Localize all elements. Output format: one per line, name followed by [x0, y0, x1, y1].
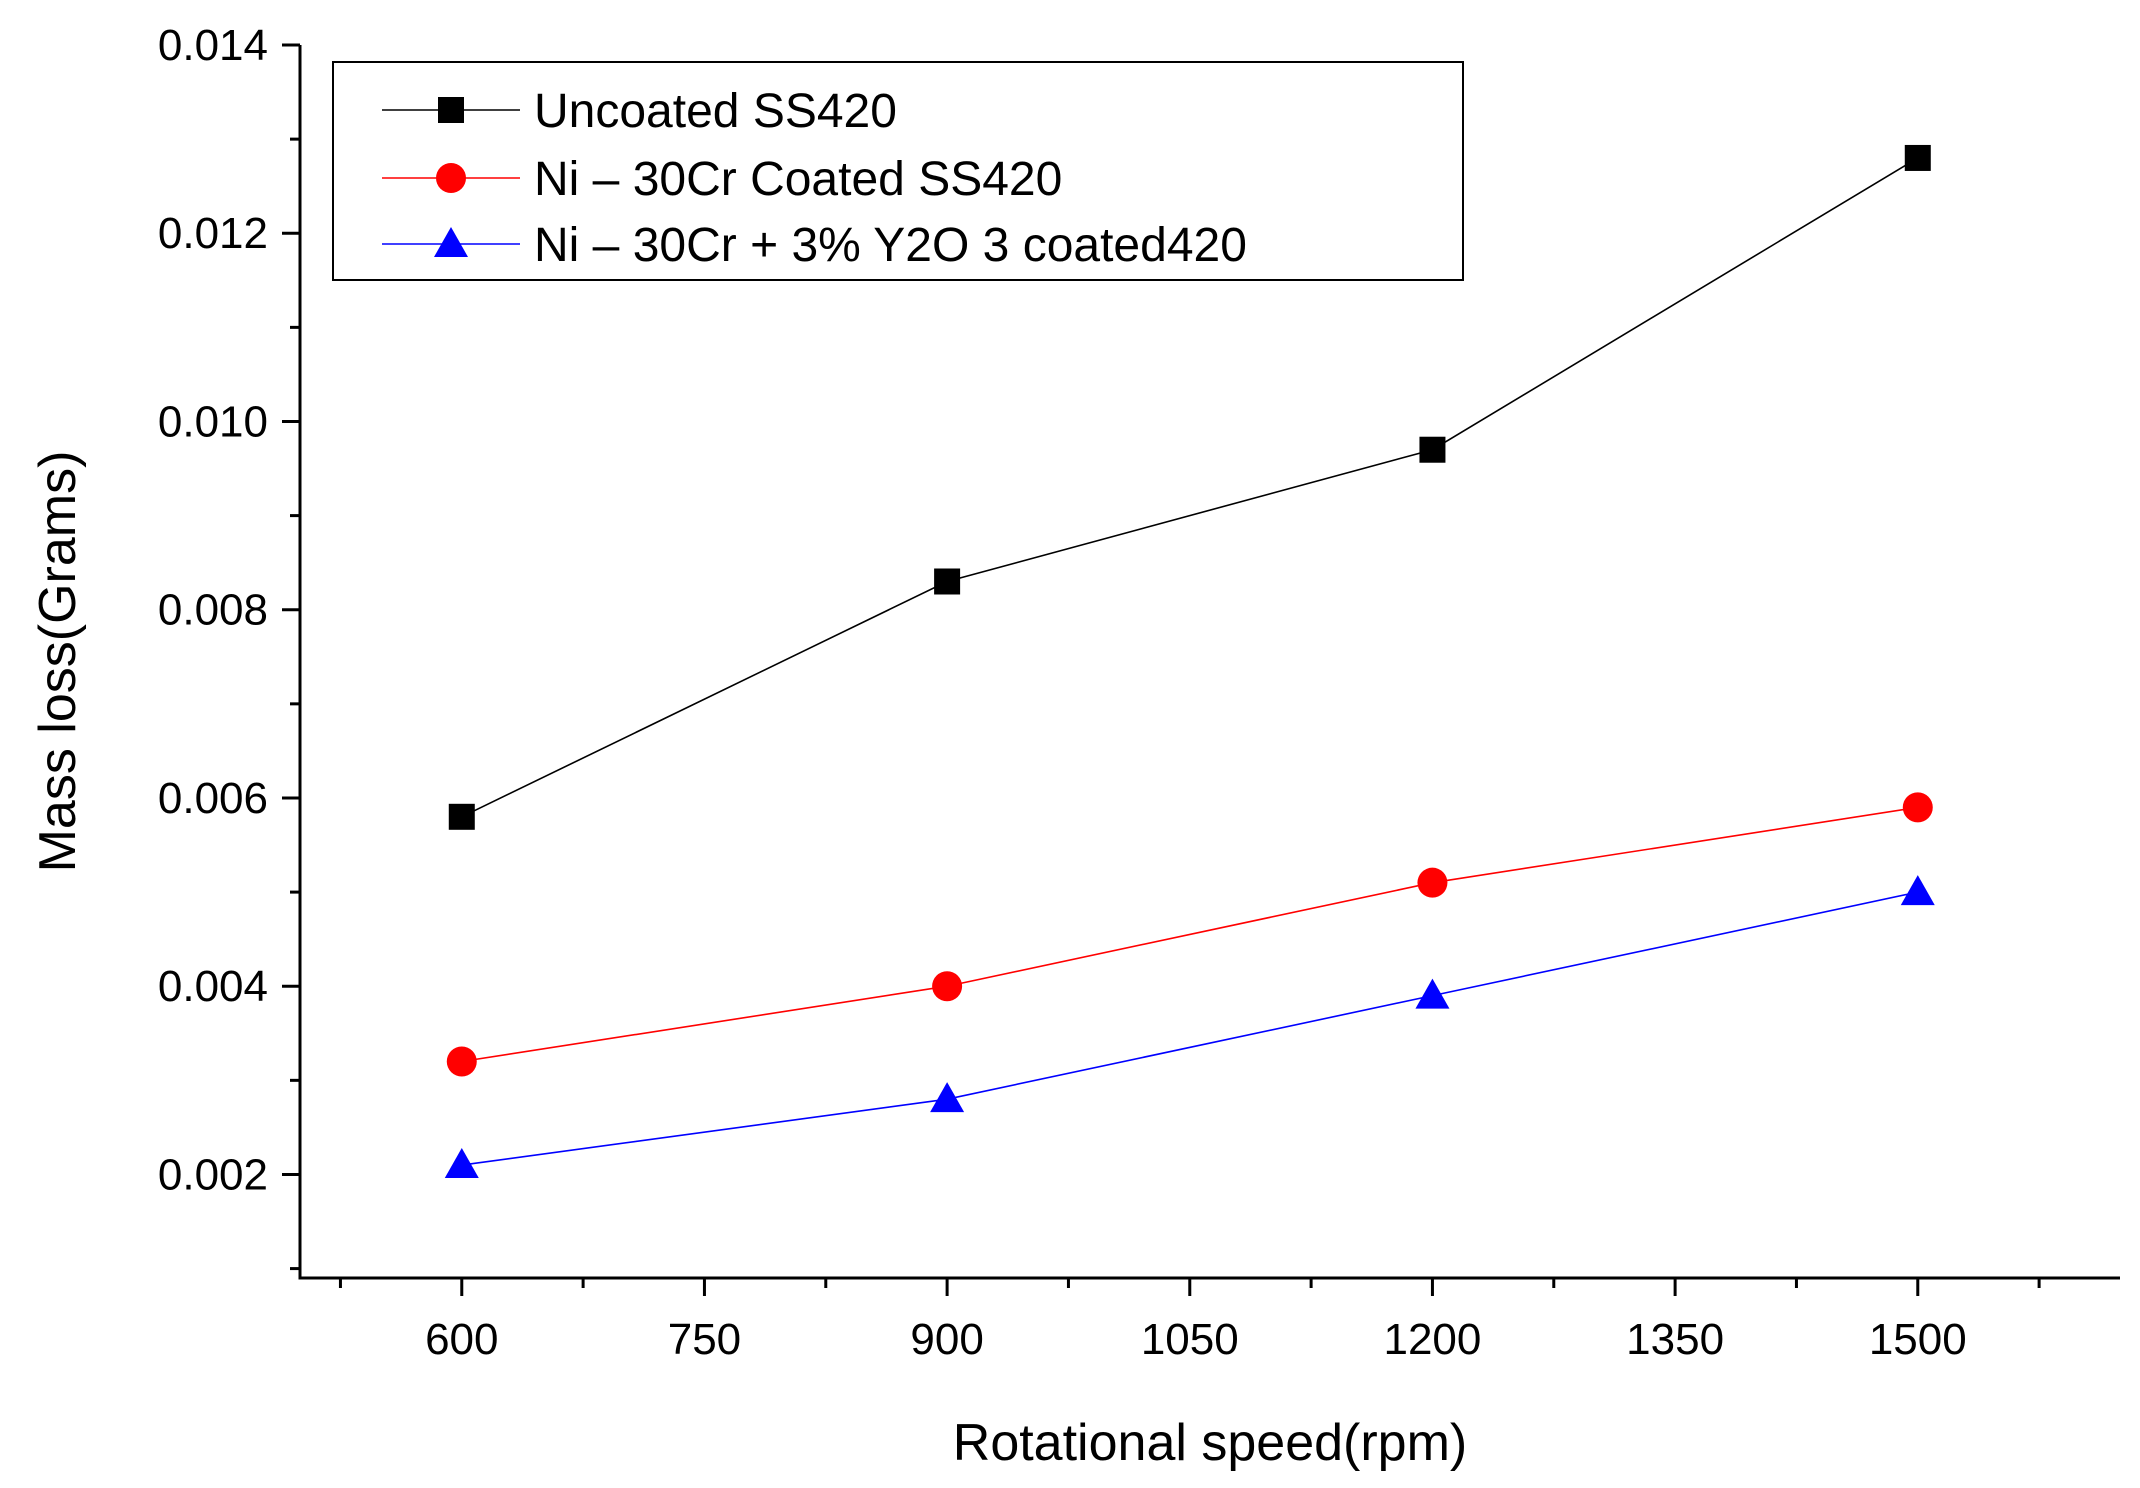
y-tick-label: 0.002 [158, 1150, 268, 1199]
legend-label: Ni – 30Cr + 3% Y2O 3 coated420 [534, 219, 1247, 272]
data-point [444, 1148, 479, 1179]
legend-box [332, 61, 1464, 281]
series-line [461, 806, 1918, 1063]
x-tick-label: 1050 [1141, 1315, 1239, 1364]
y-tick-label: 0.014 [158, 21, 268, 70]
data-point [1900, 875, 1935, 906]
data-point [1417, 867, 1448, 898]
series-3 [444, 875, 1935, 1179]
legend-marker [436, 163, 466, 193]
legend-label: Ni – 30Cr Coated SS420 [534, 153, 1062, 206]
series-2 [446, 792, 1933, 1077]
y-tick-label: 0.008 [158, 586, 268, 635]
x-tick-label: 1500 [1869, 1315, 1967, 1364]
x-tick-label: 1200 [1383, 1315, 1481, 1364]
data-point [1904, 144, 1931, 171]
series-1 [448, 144, 1931, 830]
legend-marker [434, 227, 468, 257]
data-point [930, 1082, 965, 1113]
data-point [932, 971, 963, 1002]
x-tick-label: 750 [668, 1315, 741, 1364]
axes [298, 45, 2120, 1280]
y-tick-label: 0.010 [158, 397, 268, 446]
y-axis-title: Mass loss(Grams) [29, 451, 87, 873]
x-tick-label: 1350 [1626, 1315, 1724, 1364]
data-point [1419, 436, 1446, 463]
data-point [448, 803, 475, 830]
data-point [934, 568, 961, 595]
ticks: 600 750 900 1050 1200 1350 1500 0.002 0.004 0.006… [158, 21, 2041, 1364]
y-tick-label: 0.012 [158, 209, 268, 258]
x-axis-title: Rotational speed(rpm) [953, 1414, 1467, 1472]
x-tick-label: 900 [910, 1315, 983, 1364]
y-tick-label: 0.004 [158, 962, 268, 1011]
x-tick-label: 600 [425, 1315, 498, 1364]
data-point [446, 1046, 477, 1077]
legend-label: Uncoated SS420 [534, 85, 897, 138]
legend-marker [438, 97, 464, 123]
y-tick-label: 0.006 [158, 774, 268, 823]
series-line [461, 891, 1918, 1166]
data-point [1902, 792, 1933, 823]
legend: Uncoated SS420 Ni – 30Cr Coated SS420 Ni –… [332, 61, 1464, 281]
series-layer [444, 144, 1935, 1179]
data-point [1415, 978, 1450, 1009]
series-line [461, 157, 1919, 818]
